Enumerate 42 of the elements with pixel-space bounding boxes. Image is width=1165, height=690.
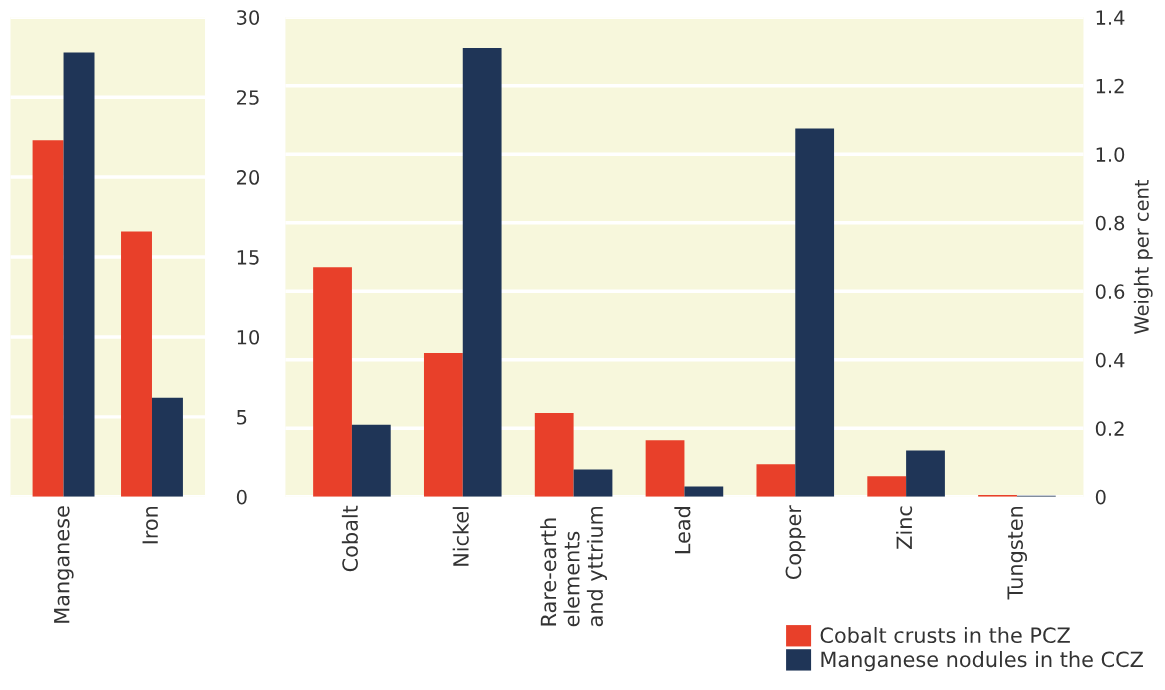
- legend-label: Manganese nodules in the CCZ: [821, 651, 1143, 672]
- y-tick-label: 5: [237, 410, 247, 425]
- x-tick-label: Nickel: [452, 507, 469, 566]
- bar: [756, 464, 796, 497]
- y-tick-label: 0: [1095, 489, 1106, 505]
- bar: [151, 397, 183, 497]
- bar: [32, 140, 64, 497]
- x-tick-label: Iron: [142, 506, 159, 544]
- x-tick-label: Manganese: [54, 506, 74, 623]
- y-axis-title: Weight per cent: [1133, 179, 1153, 334]
- y-tick-label: 0.2: [1095, 421, 1124, 436]
- y-tick-label: 0.6: [1095, 284, 1125, 299]
- y-tick-label: 30: [237, 10, 260, 25]
- y-tick-label: 0.8: [1095, 215, 1125, 231]
- x-tick-label: Zinc: [896, 506, 913, 549]
- y-tick-label: 1.2: [1096, 78, 1124, 94]
- bar: [351, 424, 391, 497]
- y-tick-label: 10: [237, 329, 260, 345]
- y-tick-label: 20: [237, 170, 260, 185]
- y-tick-label: 0: [236, 489, 247, 505]
- x-tick-label: Tungsten: [1007, 506, 1028, 600]
- bar: [795, 128, 835, 497]
- x-tick-label: Copper: [785, 505, 806, 580]
- bar: [63, 52, 95, 497]
- x-tick-label: Lead: [674, 507, 691, 554]
- bar: [423, 352, 463, 497]
- legend-label: Cobalt crusts in the PCZ: [820, 626, 1070, 644]
- y-tick-label: 1.0: [1096, 147, 1125, 162]
- x-tick-label: Rare-earth elements and yttrium: [540, 506, 608, 627]
- y-tick-label: 0.4: [1095, 352, 1125, 368]
- y-tick-label: 25: [237, 90, 259, 105]
- y-tick-label: 15: [237, 250, 259, 265]
- bar: [121, 231, 152, 497]
- bar: [462, 48, 502, 497]
- x-tick-label: Cobalt: [341, 505, 358, 572]
- bar: [645, 440, 685, 497]
- bar: [573, 469, 613, 497]
- y-tick-label: 1.4: [1096, 10, 1125, 25]
- bar: [906, 450, 945, 497]
- bar: [534, 412, 574, 497]
- bar: [313, 267, 352, 497]
- bar: [867, 476, 907, 497]
